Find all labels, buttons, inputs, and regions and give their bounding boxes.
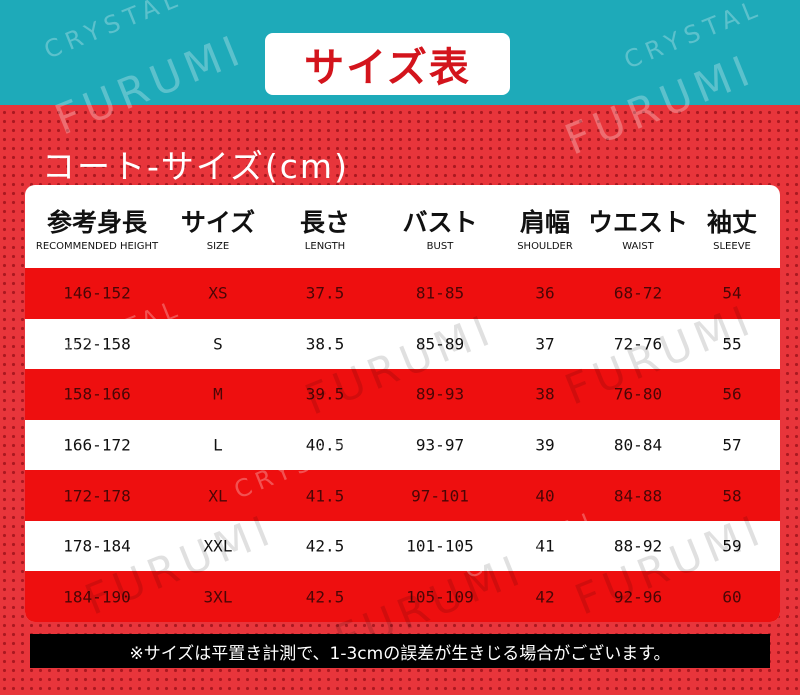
table-cell: 97-101 — [411, 486, 469, 506]
header-en: SLEEVE — [713, 241, 751, 252]
table-cell: 158-166 — [63, 384, 131, 404]
header-en: WAIST — [622, 241, 654, 252]
table-cell: 39.5 — [305, 384, 345, 404]
table-cell: 40 — [535, 486, 555, 506]
table-cell: 172-178 — [63, 486, 131, 506]
table-cell: 38 — [535, 384, 555, 404]
header-en: SIZE — [206, 241, 230, 252]
table-cell: 93-97 — [415, 435, 465, 455]
table-cell: 42.5 — [305, 587, 345, 607]
subtitle: コート-サイズ(cm) — [42, 147, 349, 186]
column-header: ウエスト WAIST — [588, 203, 688, 252]
column-header: バスト BUST — [402, 203, 477, 252]
table: 参考身長 RECOMMENDED HEIGHT サイズ SIZE 長さ LENGTH バスト… — [25, 185, 780, 622]
table-cell: 39 — [535, 435, 555, 455]
table-cell: 41 — [535, 536, 555, 556]
column-header: サイズ SIZE — [181, 203, 255, 252]
column-header: 参考身長 RECOMMENDED HEIGHT — [36, 203, 158, 252]
column-header: 長さ LENGTH — [300, 203, 350, 252]
table-cell: 38.5 — [305, 334, 345, 354]
table-cell: XL — [208, 486, 228, 506]
table-cell: L — [213, 435, 223, 455]
header-ja: ウエスト — [587, 208, 689, 237]
table-cell: 37.5 — [305, 283, 345, 303]
header-ja: 袖丈 — [706, 208, 758, 237]
table-row: 166-172 L 40.5 93-97 39 80-84 57 — [25, 419, 780, 471]
table-row: 184-190 3XL 42.5 105-109 42 92-96 60 — [25, 571, 780, 622]
table-cell: 84-88 — [613, 486, 663, 506]
header-ja: 参考身長 — [46, 208, 147, 237]
table-cell: 184-190 — [63, 587, 131, 607]
header-en: BUST — [426, 241, 454, 252]
header-en: SHOULDER — [517, 241, 573, 252]
table-cell: 166-172 — [63, 435, 131, 455]
table-row: 158-166 M 39.5 89-93 38 76-80 56 — [25, 369, 780, 420]
table-cell: 42.5 — [305, 536, 345, 556]
table-cell: 72-76 — [613, 334, 663, 354]
table-cell: 40.5 — [305, 435, 345, 455]
table-cell: 42 — [535, 587, 555, 607]
table-cell: 68-72 — [613, 283, 663, 303]
table-row: 152-158 S 38.5 85-89 37 72-76 55 — [25, 318, 780, 370]
column-header: 肩幅 SHOULDER — [517, 203, 573, 252]
table-row: 178-184 XXL 42.5 101-105 41 88-92 59 — [25, 520, 780, 572]
header-en: LENGTH — [304, 241, 346, 252]
table-cell: 41.5 — [305, 486, 345, 506]
header-en: RECOMMENDED HEIGHT — [35, 241, 159, 252]
table-cell: 178-184 — [63, 536, 131, 556]
table-cell: 3XL — [203, 587, 233, 607]
table-cell: 58 — [722, 486, 742, 506]
table-row: 172-178 XL 41.5 97-101 40 84-88 58 — [25, 470, 780, 521]
header-ja: 肩幅 — [519, 208, 571, 237]
table-cell: 36 — [535, 283, 555, 303]
table-cell: 105-109 — [406, 587, 474, 607]
header-ja: バスト — [402, 208, 478, 237]
table-cell: 54 — [722, 283, 742, 303]
table-cell: M — [213, 384, 223, 404]
table-cell: 89-93 — [415, 384, 465, 404]
table-cell: XS — [208, 283, 228, 303]
table-cell: 88-92 — [613, 536, 663, 556]
table-row: 146-152 XS 37.5 81-85 36 68-72 54 — [25, 268, 780, 319]
table-cell: 85-89 — [415, 334, 465, 354]
table-cell: 80-84 — [613, 435, 663, 455]
table-cell: XXL — [203, 536, 233, 556]
table-cell: 37 — [535, 334, 555, 354]
title: サイズ表 — [304, 44, 471, 91]
table-cell: 60 — [722, 587, 742, 607]
title-box: サイズ表 — [265, 33, 510, 95]
table-cell: 101-105 — [406, 536, 474, 556]
footnote: ※サイズは平置き計測で、1-3cmの誤差が生きじる場合がございます。 — [30, 634, 770, 668]
table-cell: 92-96 — [613, 587, 663, 607]
table-cell: S — [213, 334, 223, 354]
header-ja: サイズ — [180, 208, 256, 237]
table-cell: 81-85 — [415, 283, 465, 303]
table-cell: 76-80 — [613, 384, 663, 404]
column-header: 袖丈 SLEEVE — [707, 203, 757, 252]
header-ja: 長さ — [299, 208, 351, 237]
table-cell: 146-152 — [63, 283, 131, 303]
table-cell: 152-158 — [63, 334, 131, 354]
table-cell: 55 — [722, 334, 742, 354]
table-cell: 57 — [722, 435, 742, 455]
table-cell: 59 — [722, 536, 742, 556]
table-cell: 56 — [722, 384, 742, 404]
